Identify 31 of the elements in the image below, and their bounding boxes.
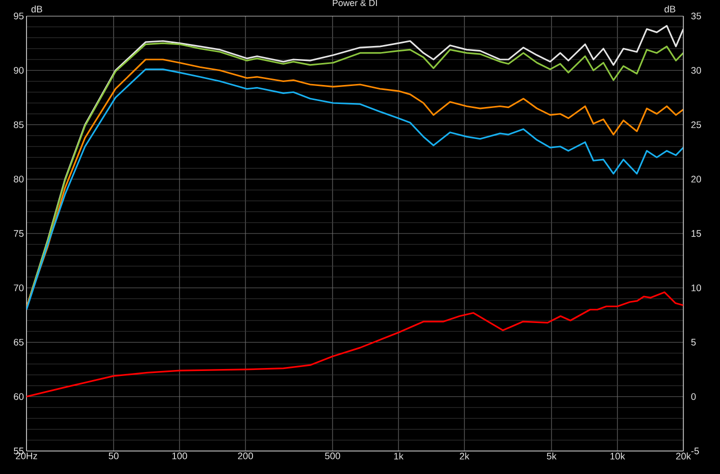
y2-axis-title: dB [664, 5, 676, 12]
y-tick-label: 85 [14, 121, 24, 128]
y-axis-title: dB [31, 5, 42, 12]
y-tick-label: 80 [14, 176, 24, 182]
y-tick-label: 75 [14, 230, 24, 237]
x-tick-label: 2k [460, 452, 470, 460]
y2-tick-label: 25 [691, 121, 702, 128]
y2-tick-label: 20 [691, 176, 702, 182]
x-tick-label: 200 [238, 452, 253, 460]
y-tick-label: 90 [14, 67, 24, 74]
y-tick-label: 60 [14, 393, 24, 400]
y2-tick-label: 0 [691, 393, 696, 400]
x-tick-label: 1k [394, 452, 404, 460]
y-tick-label: 70 [14, 284, 24, 292]
y2-tick-label: -5 [691, 448, 699, 454]
y2-tick-label: 35 [691, 12, 702, 20]
y-tick-label: 65 [14, 338, 24, 346]
y-tick-label: 55 [14, 448, 24, 454]
x-tick-label: 5k [546, 452, 557, 460]
y-tick-label: 95 [14, 12, 24, 20]
x-tick-label: 500 [325, 452, 340, 460]
x-tick-label: 100 [172, 452, 188, 460]
chart-title: Power & DI [332, 0, 377, 6]
x-tick-label: 20k [676, 452, 691, 460]
x-tick-label: 20Hz [16, 452, 38, 460]
x-tick-label: 50 [108, 452, 119, 460]
y2-tick-label: 10 [692, 284, 702, 292]
y2-tick-label: 5 [691, 338, 696, 346]
y2-tick-label: 30 [691, 67, 702, 74]
x-tick-label: 10k [610, 452, 626, 460]
y2-tick-label: 15 [692, 230, 702, 237]
